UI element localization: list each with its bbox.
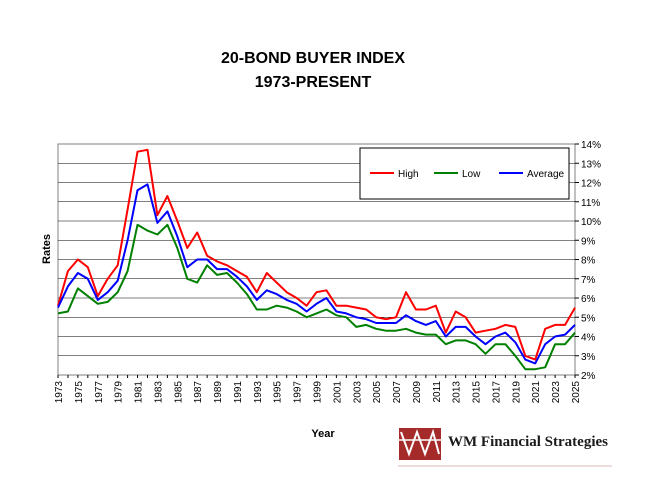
y-tick-label: 7%: [581, 275, 596, 286]
legend-label-high: High: [398, 169, 419, 180]
x-tick-label: 2011: [432, 381, 443, 403]
x-tick-label: 2013: [452, 381, 463, 404]
chart-subtitle: 1973-PRESENT: [255, 74, 372, 91]
y-tick-label: 14%: [581, 140, 601, 151]
company-logo: WM Financial Strategies: [393, 418, 615, 474]
x-tick-label: 2021: [531, 381, 542, 404]
x-tick-label: 1973: [54, 381, 65, 404]
y-tick-label: 11%: [581, 198, 600, 209]
x-tick-label: 2007: [392, 381, 403, 404]
x-tick-label: 1985: [173, 381, 184, 404]
y-tick-label: 8%: [581, 256, 596, 267]
y-axis-ticks: 2% 3% 4% 5% 6% 7% 8% 9% 10% 11% 12% 13% 14%: [575, 140, 601, 382]
logo-text: WM Financial Strategies: [448, 434, 608, 450]
logo-mark-zigzag: [400, 428, 440, 457]
x-tick-label: 2019: [511, 381, 522, 404]
x-tick-label: 1977: [94, 381, 105, 404]
x-tick-label: 1981: [134, 381, 145, 404]
y-tick-label: 3%: [581, 352, 596, 363]
y-tick-label: 4%: [581, 333, 596, 344]
y-tick-label: 13%: [581, 159, 601, 170]
legend-box: [359, 147, 570, 200]
x-tick-label: 2025: [571, 381, 582, 404]
x-tick-label: 2001: [332, 381, 343, 404]
y-tick-label: 10%: [581, 217, 601, 228]
y-tick-label: 9%: [581, 236, 596, 247]
x-tick-label: 2003: [352, 381, 363, 404]
x-tick-label: 1979: [114, 381, 125, 404]
x-tick-label: 2005: [372, 381, 383, 404]
x-tick-label: 2015: [472, 381, 483, 404]
series-line-average: [57, 183, 576, 365]
legend-label-average: Average: [527, 169, 565, 180]
y-tick-label: 5%: [581, 313, 596, 324]
series-line-low: [57, 223, 576, 371]
x-tick-label: 1995: [273, 381, 284, 404]
y-axis-title: Rates: [41, 234, 53, 264]
gridlines: [58, 162, 575, 357]
legend: High Low Average: [359, 147, 570, 200]
logo-mark: [399, 428, 441, 460]
series-line-high: [57, 148, 576, 361]
chart-title: 20-BOND BUYER INDEX: [221, 50, 405, 67]
x-axis-title: Year: [311, 428, 335, 440]
x-tick-label: 1983: [153, 381, 164, 404]
y-tick-label: 6%: [581, 294, 596, 305]
x-tick-label: 1975: [74, 381, 85, 404]
x-axis-ticks: 1973 1975 1977 1979 1981 1983 1985 1987 1989 1991…: [54, 375, 582, 403]
series-lines: [57, 148, 576, 371]
legend-items: High Low Average: [370, 169, 565, 180]
x-tick-label: 2023: [551, 381, 562, 404]
x-tick-label: 1999: [313, 381, 324, 404]
x-tick-label: 2017: [491, 381, 502, 404]
legend-label-low: Low: [462, 169, 481, 180]
x-tick-label: 1997: [293, 381, 304, 404]
y-tick-label: 12%: [581, 179, 601, 190]
x-tick-label: 2009: [412, 381, 423, 404]
x-tick-label: 1987: [193, 381, 204, 404]
x-tick-label: 1993: [253, 381, 264, 404]
x-tick-label: 1991: [233, 381, 244, 404]
y-tick-label: 2%: [581, 371, 596, 382]
x-tick-label: 1989: [213, 381, 224, 404]
